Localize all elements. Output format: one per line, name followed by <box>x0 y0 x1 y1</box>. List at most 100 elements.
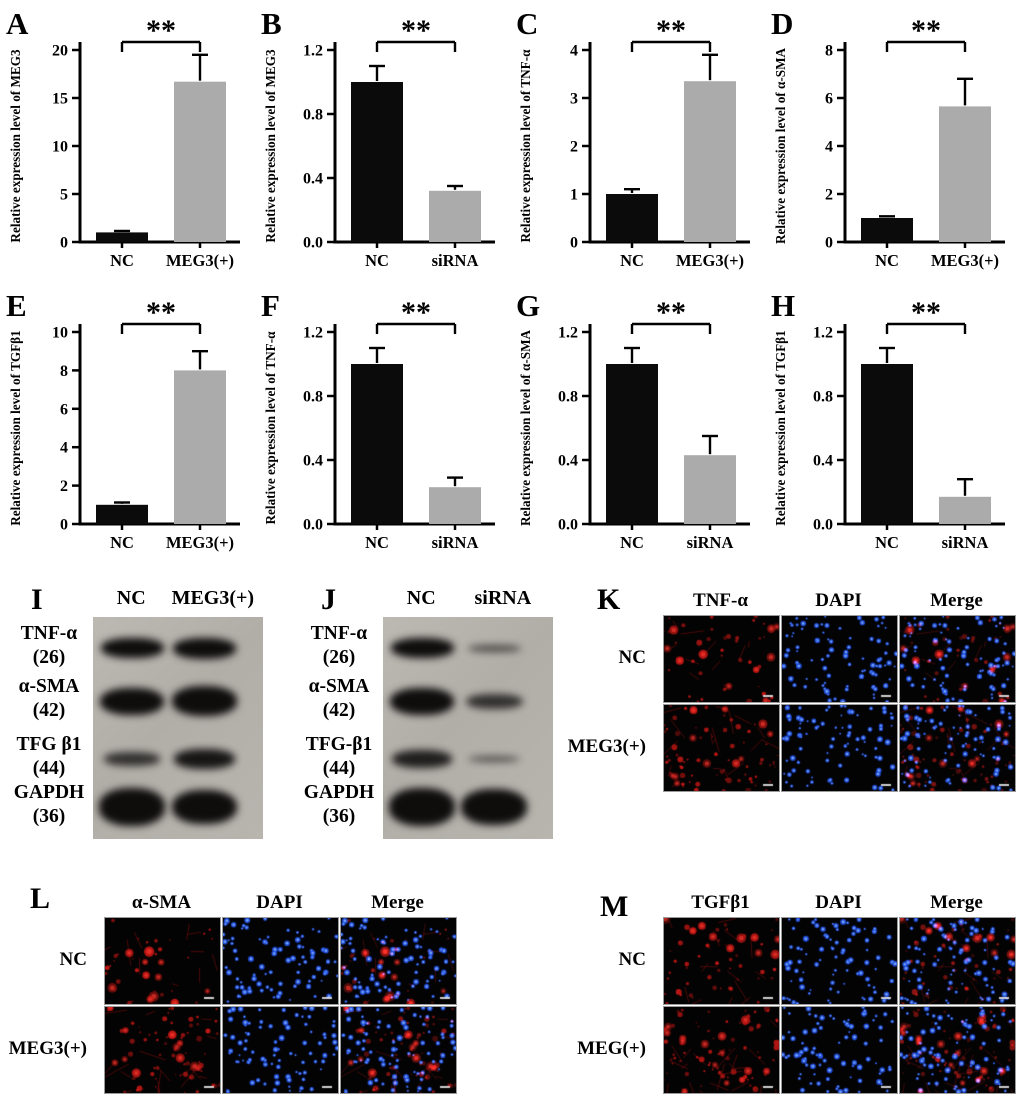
y-axis-label: Relative expression level of MEG3 <box>8 49 23 243</box>
x-category-label: NC <box>110 533 134 552</box>
chart-panel-G: G 0.0 0.4 0.8 1.2 NC siRNA ** Relative expressio… <box>510 282 765 564</box>
spacer <box>8 888 101 914</box>
bar-chart-A: A 0 5 10 15 20 NC MEG3(+) ** Relative expression … <box>6 6 240 270</box>
y-tick-label: 0 <box>825 235 833 252</box>
micro-column-header: DAPI <box>256 892 303 913</box>
protein-kda: (44) <box>32 758 66 780</box>
blot-band <box>103 752 161 766</box>
protein-label: GAPDH (36) <box>298 781 380 829</box>
panel-letter: A <box>6 6 29 41</box>
panel-letter: G <box>516 288 540 323</box>
bar-NC <box>351 364 403 524</box>
panel-letter: D <box>771 6 793 41</box>
y-tick-label: 0.4 <box>813 453 833 470</box>
significance-stars: ** <box>656 296 686 329</box>
bar-siRNA <box>939 496 991 524</box>
micro-column-header: TGFβ1 <box>691 892 750 913</box>
y-axis-label: Relative expression level of α-SMA <box>773 47 788 244</box>
protein-name: TFG-β1 <box>305 734 373 756</box>
micro-row-label: NC <box>618 647 646 668</box>
micro-image-K-MEG3(+)-Merge <box>899 704 1016 792</box>
y-tick-label: 0.0 <box>813 517 833 534</box>
micro-image-M-MEG(+)-TGFβ1 <box>663 1006 780 1094</box>
micro-image-L-NC-Merge <box>340 917 457 1005</box>
micro-image-M-NC-DAPI <box>781 917 898 1005</box>
protein-label: GAPDH (36) <box>8 781 90 829</box>
micro-column-header: DAPI <box>815 590 862 611</box>
protein-label: α-SMA (42) <box>298 675 380 723</box>
panel-letter: L <box>30 882 51 915</box>
y-tick-label: 0.4 <box>303 171 323 188</box>
x-category-label: NC <box>365 533 389 552</box>
protein-kda: (36) <box>322 805 356 827</box>
protein-label: TNF-α (26) <box>298 622 380 670</box>
micro-column-header: DAPI <box>815 892 862 913</box>
x-category-label: MEG3(+) <box>931 251 999 270</box>
bar-chart-B: B 0.0 0.4 0.8 1.2 NC siRNA ** Relative expressio… <box>261 6 495 270</box>
bar-MEG3(+) <box>174 370 226 524</box>
y-axis-label: Relative expression level of TGFβ1 <box>8 330 23 525</box>
blot-band <box>173 749 236 769</box>
protein-label: α-SMA (42) <box>8 675 90 723</box>
bar-NC <box>606 194 658 242</box>
y-tick-label: 0 <box>60 235 68 252</box>
panel-letter: B <box>261 6 282 41</box>
bar-chart-C: C 0 1 2 3 4 NC MEG3(+) ** Relative expression lev… <box>516 6 750 270</box>
blot-band <box>468 755 521 763</box>
y-tick-label: 1.2 <box>303 43 323 60</box>
x-category-label: NC <box>365 251 389 270</box>
y-axis-label: Relative expression level of MEG3 <box>263 49 278 243</box>
bar-chart-E: E 0 2 4 6 8 10 NC MEG3(+) ** Relative expression l… <box>6 288 240 552</box>
micro-image-K-MEG3(+)-TNF-α <box>663 704 780 792</box>
blot-band <box>390 638 454 659</box>
panel-letter: M <box>600 890 629 923</box>
y-tick-label: 15 <box>52 91 68 108</box>
panel-letter: F <box>261 288 280 323</box>
micro-grid: α-SMA DAPI Merge NC MEG3(+) <box>8 888 457 1094</box>
x-category-label: MEG3(+) <box>166 533 234 552</box>
y-tick-label: 8 <box>60 363 68 380</box>
bar-chart-H: H 0.0 0.4 0.8 1.2 NC siRNA ** Relative expressio… <box>771 288 1005 552</box>
y-axis-label: Relative expression level of α-SMA <box>518 329 533 526</box>
y-tick-label: 4 <box>570 43 578 60</box>
panel-letter: C <box>516 6 538 41</box>
y-tick-label: 0.4 <box>558 453 578 470</box>
protein-name: GAPDH <box>13 781 85 803</box>
micro-row-label: MEG3(+) <box>8 1038 87 1059</box>
bar-siRNA <box>684 455 736 524</box>
micro-row-label: NC <box>59 949 87 970</box>
y-tick-label: 0.0 <box>303 235 323 252</box>
micro-image-M-MEG(+)-Merge <box>899 1006 1016 1094</box>
protein-kda: (42) <box>32 700 66 722</box>
y-tick-label: 1.2 <box>558 325 578 342</box>
y-tick-label: 2 <box>825 187 833 204</box>
micro-image-K-NC-DAPI <box>781 615 898 703</box>
micro-image-L-MEG3(+)-Merge <box>340 1006 457 1094</box>
y-tick-label: 6 <box>60 401 68 418</box>
blot-band <box>172 637 237 659</box>
lane-label: NC <box>406 587 436 609</box>
protein-kda: (26) <box>32 647 66 669</box>
micro-row-label: NC <box>618 949 646 970</box>
significance-stars: ** <box>911 14 941 47</box>
micro-image-M-NC-TGFβ1 <box>663 917 780 1005</box>
x-category-label: siRNA <box>432 251 479 270</box>
blot-band <box>171 789 238 825</box>
bar-NC <box>861 364 913 524</box>
micro-image-M-NC-Merge <box>899 917 1016 1005</box>
blot-band <box>99 788 166 826</box>
micro-image-K-NC-Merge <box>899 615 1016 703</box>
significance-stars: ** <box>401 14 431 47</box>
x-category-label: MEG3(+) <box>166 251 234 270</box>
micro-column-header: Merge <box>930 892 983 913</box>
micro-grid: TGFβ1 DAPI Merge NC MEG(+) <box>520 888 1016 1094</box>
protein-kda: (26) <box>322 647 356 669</box>
y-tick-label: 0.0 <box>303 517 323 534</box>
chart-panel-F: F 0.0 0.4 0.8 1.2 NC siRNA ** Relative expressio… <box>255 282 510 564</box>
panel-letter: E <box>6 288 27 323</box>
micro-panel-K: K TNF-α DAPI Merge NC MEG3(+) <box>560 578 1016 792</box>
micro-grid: TNF-α DAPI Merge NC MEG3(+) <box>560 586 1016 792</box>
protein-name: TNF-α <box>20 623 78 645</box>
bar-chart-G: G 0.0 0.4 0.8 1.2 NC siRNA ** Relative expressio… <box>516 288 750 552</box>
